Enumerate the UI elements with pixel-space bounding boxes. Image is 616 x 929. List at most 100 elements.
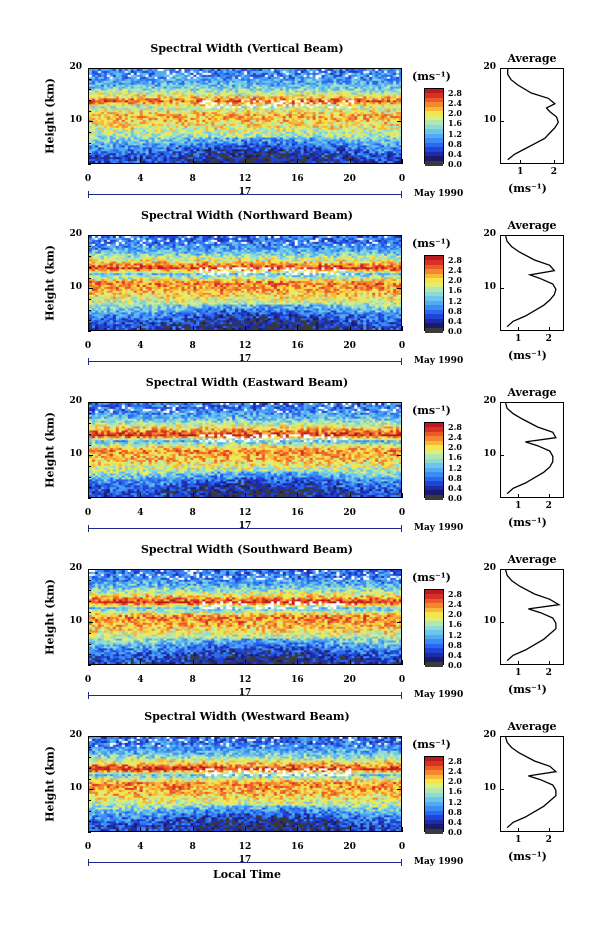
colorbar-segment — [425, 160, 443, 166]
colorbar-segment — [425, 590, 443, 596]
colorbar-segment — [425, 264, 443, 270]
average-profile-line — [504, 236, 557, 328]
y-minor-tick — [88, 757, 91, 759]
date-label: May 1990 — [414, 523, 464, 533]
colorbar-segment — [425, 124, 443, 130]
average-y-tick-label: 20 — [483, 396, 496, 406]
colorbar-segment — [425, 327, 443, 333]
colorbar-segment — [425, 765, 443, 771]
colorbar-unit: (ms⁻¹) — [412, 738, 451, 751]
average-profile-line — [504, 737, 558, 829]
y-minor-tick — [88, 590, 91, 592]
y-minor-tick — [88, 299, 91, 300]
colorbar-tick-label: 0.8 — [448, 138, 462, 149]
heatmap-plot — [88, 736, 402, 832]
average-x-tick-label: 2 — [545, 668, 552, 678]
average-profile-svg — [504, 737, 558, 829]
colorbar-tick-label: 2.4 — [448, 265, 462, 276]
average-y-tick — [500, 622, 504, 624]
colorbar-tick-label: 1.6 — [448, 118, 462, 129]
colorbar-segment — [425, 282, 443, 288]
colorbar-segment — [425, 256, 443, 262]
panel-3: Spectral Width (Southward Beam) Height (k… — [0, 543, 616, 729]
y-tick-label: 10 — [69, 115, 82, 126]
average-title: Average — [507, 553, 557, 566]
colorbar-segment — [425, 639, 443, 645]
colorbar-segment — [425, 323, 443, 329]
colorbar — [424, 88, 444, 166]
y-minor-tick — [88, 100, 91, 101]
average-x-tick-label: 1 — [515, 835, 522, 845]
panel-2: Spectral Width (Eastward Beam) Height (km… — [0, 376, 616, 562]
y-minor-tick — [88, 789, 91, 791]
y-minor-tick — [88, 320, 91, 322]
x-tick-mark — [297, 326, 299, 331]
colorbar-segment — [425, 476, 443, 482]
panel-title: Spectral Width (Northward Beam) — [141, 209, 353, 222]
y-tick-mark-right — [397, 288, 402, 290]
average-y-tick-label: 10 — [483, 616, 496, 627]
colorbar — [424, 756, 444, 834]
colorbar-tick-label: 0.0 — [448, 159, 462, 169]
colorbar-segment — [425, 269, 443, 275]
colorbar-tick-label: 1.2 — [448, 796, 462, 807]
x-tick-mark — [245, 326, 246, 331]
x-tick-mark — [349, 493, 351, 498]
average-y-tick — [500, 569, 504, 570]
colorbar-segment — [425, 89, 443, 95]
x-tick-label: 0 — [398, 174, 406, 184]
x-tick-mark — [402, 326, 403, 331]
colorbar-segment — [425, 828, 443, 834]
x-tick-label: 16 — [291, 842, 304, 852]
colorbar-tick-label: 2.8 — [448, 88, 462, 99]
colorbar-segment — [425, 607, 443, 613]
colorbar-tick-label: 1.2 — [448, 462, 462, 473]
colorbar-tick-label: 1.6 — [448, 285, 462, 296]
colorbar-segment — [425, 770, 443, 776]
day-range-line — [88, 191, 402, 198]
average-y-tick — [500, 288, 504, 290]
x-tick-label: 16 — [291, 341, 304, 351]
y-tick-mark-right — [397, 235, 402, 236]
x-tick-label: 12 — [238, 174, 252, 184]
x-tick-mark — [349, 827, 351, 832]
y-minor-tick — [88, 654, 91, 656]
colorbar-segment — [425, 440, 443, 446]
colorbar-segment — [425, 93, 443, 99]
y-minor-tick — [88, 164, 91, 165]
colorbar-segment — [425, 278, 443, 284]
average-y-tick — [500, 455, 504, 457]
x-tick-label: 20 — [343, 508, 356, 518]
y-minor-tick — [88, 402, 91, 403]
average-y-tick-label: 10 — [483, 282, 496, 293]
colorbar-segment — [425, 97, 443, 103]
colorbar-segment — [425, 621, 443, 627]
average-y-tick — [500, 736, 504, 737]
x-tick-label: 16 — [291, 508, 304, 518]
x-tick-mark — [245, 493, 246, 498]
panel-1: Spectral Width (Northward Beam) Height (k… — [0, 209, 616, 395]
colorbar — [424, 589, 444, 667]
x-tick-label: 12 — [238, 675, 252, 685]
y-minor-tick — [88, 633, 91, 634]
colorbar-segment — [425, 792, 443, 798]
average-profile-svg — [504, 236, 557, 328]
average-x-tick-label: 2 — [545, 501, 552, 511]
average-y-tick — [500, 789, 504, 791]
x-tick-label: 4 — [137, 842, 144, 852]
heatmap-canvas — [89, 69, 401, 163]
colorbar-unit: (ms⁻¹) — [412, 404, 451, 417]
x-tick-mark — [297, 660, 299, 665]
average-profile-plot — [500, 235, 564, 331]
x-tick-label: 8 — [189, 174, 196, 184]
y-minor-tick — [88, 498, 91, 499]
y-axis-label: Height (km) — [43, 412, 57, 488]
average-y-tick-label: 20 — [483, 62, 496, 72]
colorbar-segment — [425, 423, 443, 429]
y-tick-label: 20 — [69, 730, 82, 740]
y-tick-label: 20 — [69, 62, 82, 72]
y-minor-tick — [88, 579, 91, 581]
x-tick-mark — [297, 159, 299, 164]
average-y-tick — [500, 121, 504, 123]
y-minor-tick — [88, 665, 91, 666]
